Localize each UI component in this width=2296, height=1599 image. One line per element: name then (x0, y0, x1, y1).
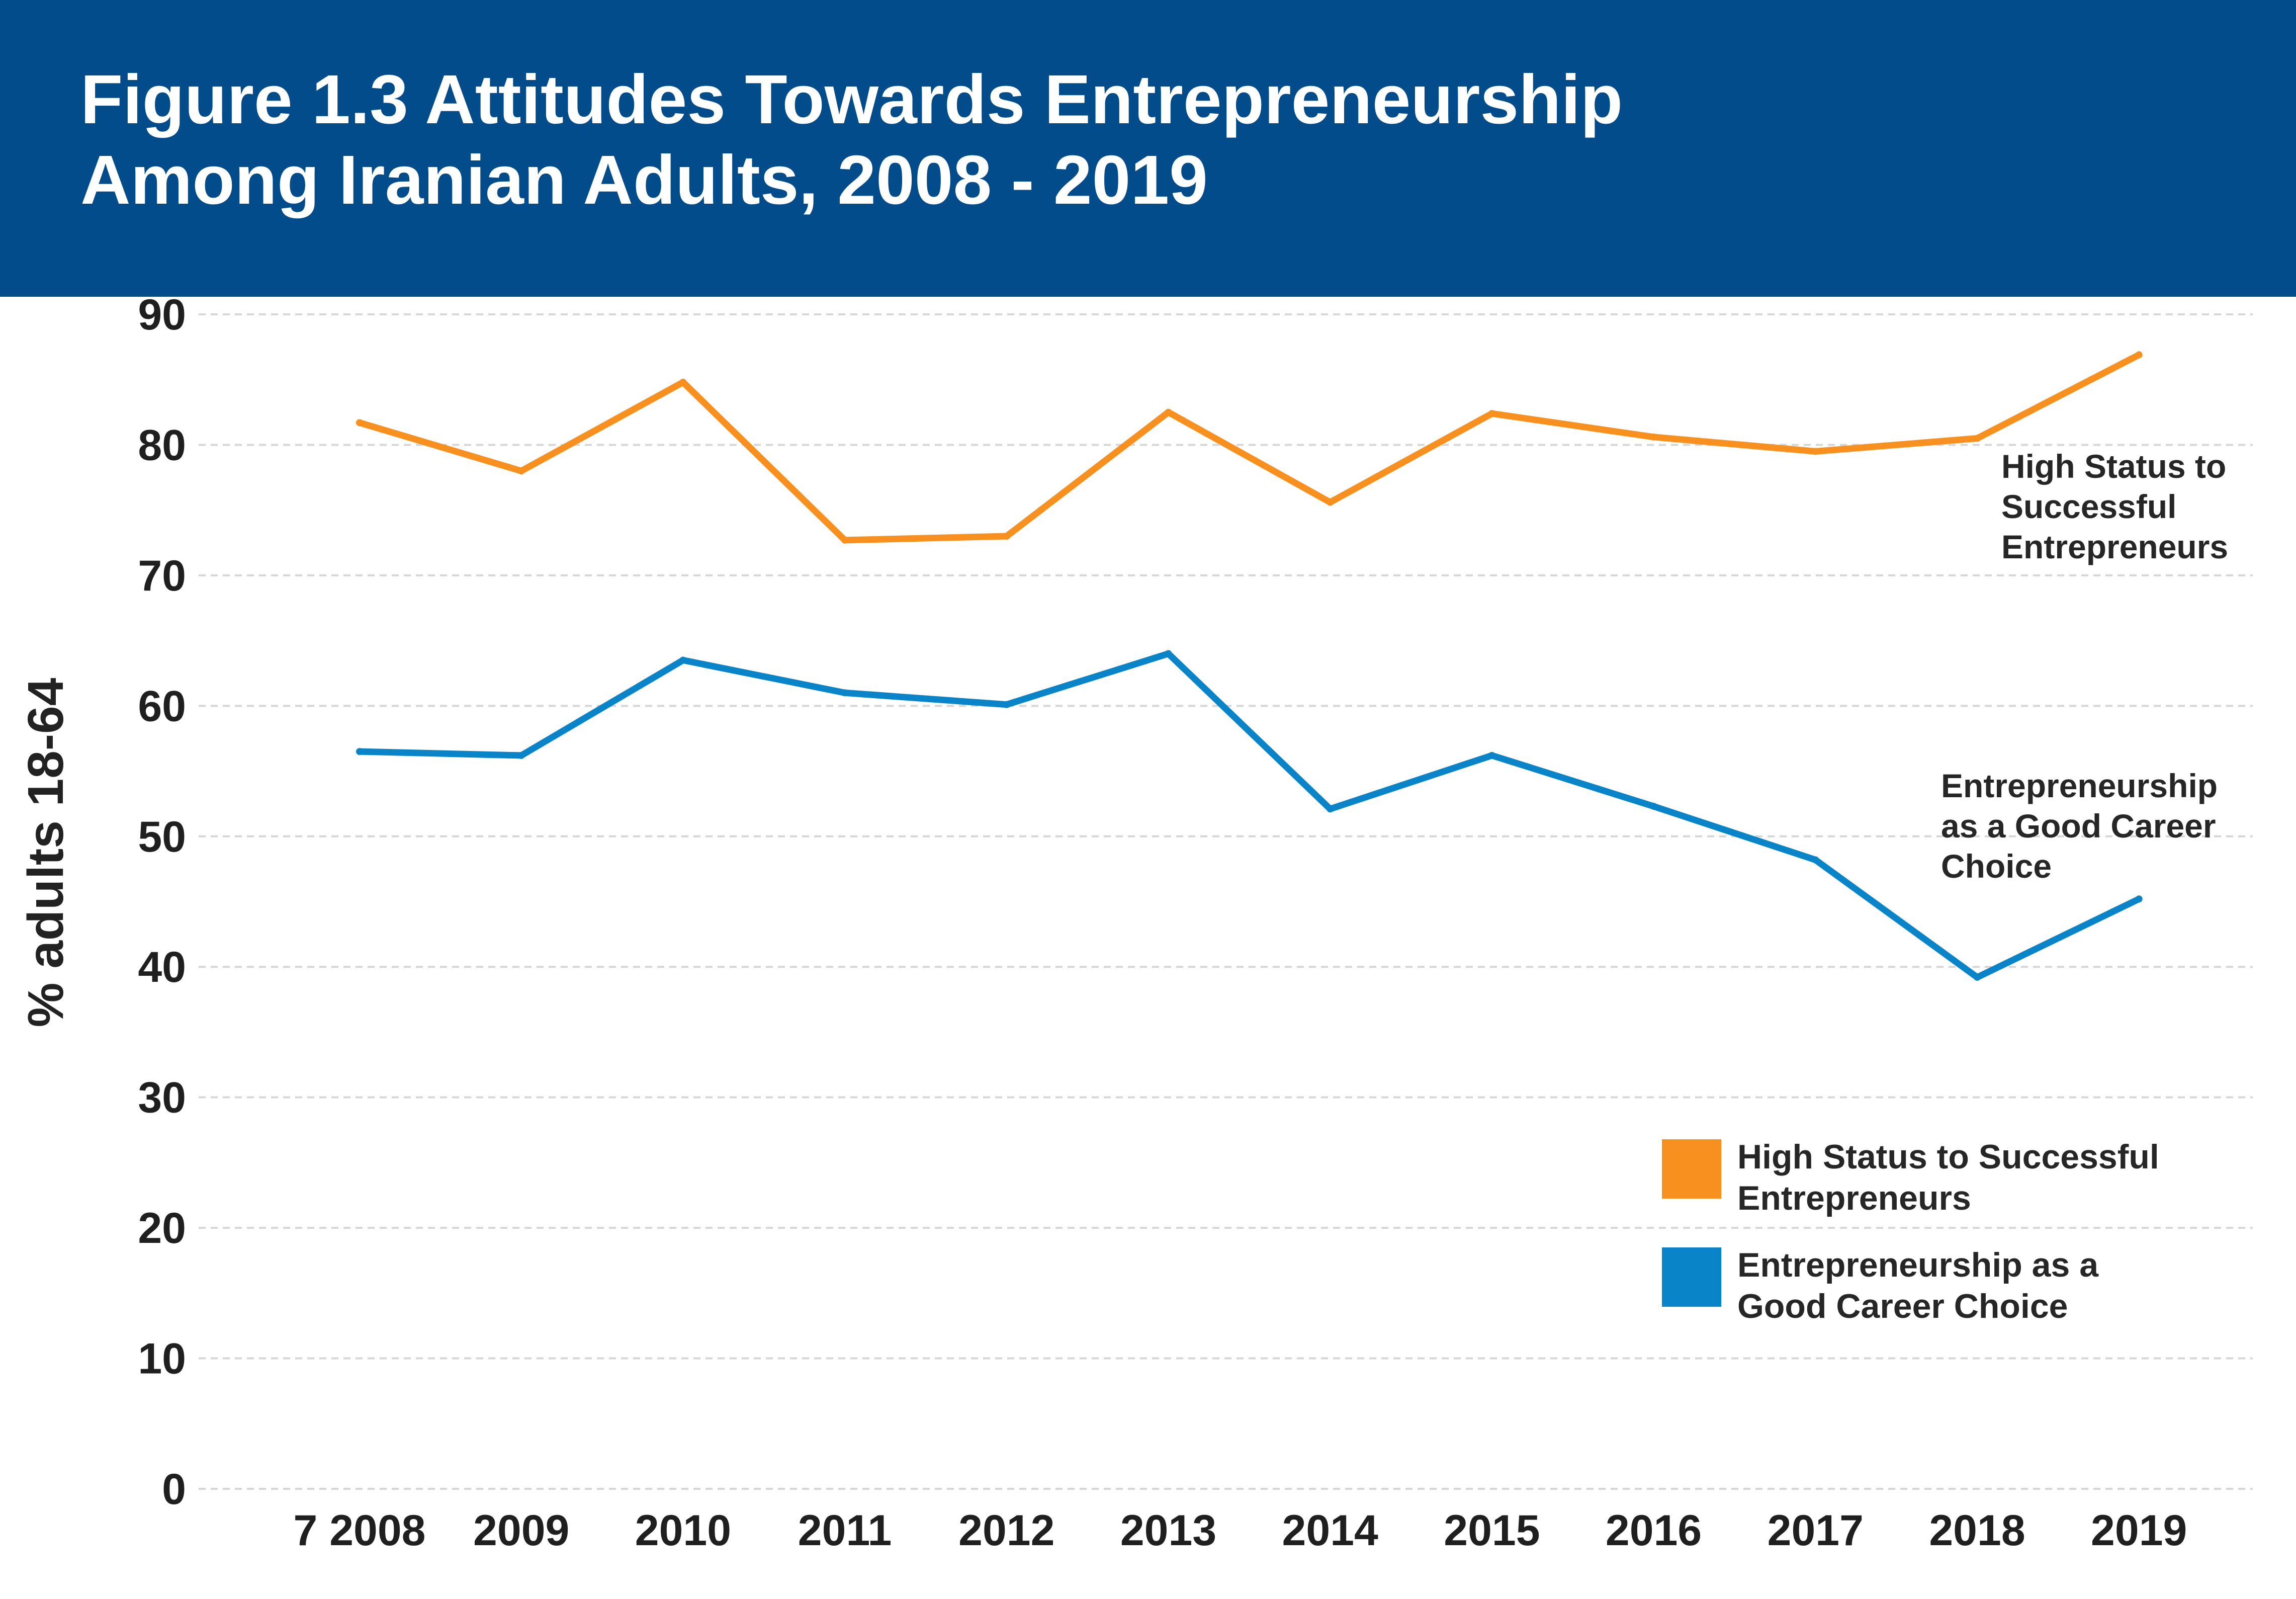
data-point (679, 656, 687, 664)
data-point (1165, 408, 1172, 416)
data-point (1165, 650, 1172, 657)
x-tick-label: 2009 (473, 1506, 569, 1555)
legend-label-good-career: Entrepreneurship as a Good Career Choice (1737, 1246, 2099, 1325)
title-banner (0, 0, 2296, 297)
legend-label-line: Good Career Choice (1737, 1287, 2068, 1325)
data-point (1812, 448, 1819, 455)
y-tick-label: 80 (138, 421, 186, 469)
series-line-good-career (356, 650, 2143, 981)
y-tick-label: 40 (138, 943, 186, 991)
series-lines (356, 351, 2143, 981)
data-point (1812, 856, 1819, 864)
data-point (1488, 751, 1495, 759)
data-point (356, 748, 363, 755)
x-tick-label: 2010 (635, 1506, 731, 1555)
x-tick-label: 2018 (1929, 1506, 2025, 1555)
legend: High Status to Successful EntrepreneursEn… (1662, 1138, 2159, 1325)
annotation-good-career: Entrepreneurship as a Good Career Choice (1941, 767, 2218, 885)
data-point (1003, 533, 1010, 540)
annotation-high-status: High Status to Successful Entrepreneurs (2001, 448, 2228, 565)
x-tick-label: 2013 (1120, 1506, 1216, 1555)
y-tick-label: 20 (138, 1204, 186, 1252)
annotation-line: Successful (2001, 488, 2177, 525)
annotation-line: as a Good Career (1941, 807, 2216, 845)
legend-label-high-status: High Status to Successful Entrepreneurs (1737, 1138, 2159, 1217)
chart-title: Figure 1.3 Attitudes Towards Entrepreneu… (80, 59, 2192, 220)
x-tick-label: 2011 (798, 1506, 892, 1555)
data-point (1974, 973, 1981, 981)
data-point (517, 467, 525, 475)
data-point (1003, 701, 1010, 708)
x-tick-label: 2019 (2091, 1506, 2187, 1555)
series-line-high-status (356, 351, 2143, 544)
legend-label-line: High Status to Successful (1737, 1138, 2159, 1176)
data-point (356, 419, 363, 427)
y-tick-label: 30 (138, 1074, 186, 1122)
x-tick-label: 7 2008 (293, 1506, 425, 1555)
data-point (841, 689, 849, 697)
series-annotations: High Status to Successful EntrepreneursEnt… (1941, 448, 2228, 885)
data-point (841, 536, 849, 544)
data-point (1650, 433, 1657, 441)
data-point (517, 751, 525, 759)
data-point (679, 378, 687, 386)
data-point (1327, 805, 1334, 813)
y-axis-label: % adults 18-64 (18, 678, 74, 1027)
x-tick-label: 2016 (1606, 1506, 1702, 1555)
y-tick-label: 90 (138, 291, 186, 339)
data-point (2135, 351, 2143, 359)
y-tick-label: 70 (138, 552, 186, 600)
annotation-line: Entrepreneurs (2001, 528, 2228, 565)
data-point (2135, 895, 2143, 903)
x-tick-label: 2017 (1768, 1506, 1864, 1555)
data-point (1327, 498, 1334, 506)
annotation-line: High Status to (2001, 448, 2226, 485)
data-point (1488, 410, 1495, 417)
y-tick-label: 10 (138, 1335, 186, 1383)
legend-swatch-good-career (1662, 1247, 1721, 1307)
legend-swatch-high-status (1662, 1139, 1721, 1199)
x-tick-label: 2014 (1282, 1506, 1378, 1555)
x-axis-ticks: 7 2008 2009 2010 2011 2012 2013 2014 2015 2016 20… (293, 1506, 2187, 1555)
y-tick-label: 50 (138, 813, 186, 861)
chart-title-line-1: Figure 1.3 Attitudes Towards Entrepreneu… (80, 61, 1623, 138)
annotation-line: Entrepreneurship (1941, 767, 2218, 804)
legend-label-line: Entrepreneurship as a (1737, 1246, 2099, 1284)
data-point (1650, 803, 1657, 810)
annotation-line: Choice (1941, 848, 2052, 885)
y-tick-label: 60 (138, 682, 186, 730)
y-axis-ticks: 0 10 20 30 40 50 60 70 80 90 (138, 291, 186, 1513)
x-tick-label: 2015 (1444, 1506, 1540, 1555)
y-tick-label: 0 (162, 1465, 186, 1513)
chart-title-line-2: Among Iranian Adults, 2008 - 2019 (80, 141, 1208, 219)
data-point (1974, 435, 1981, 442)
legend-label-line: Entrepreneurs (1737, 1179, 1971, 1217)
x-tick-label: 2012 (958, 1506, 1054, 1555)
